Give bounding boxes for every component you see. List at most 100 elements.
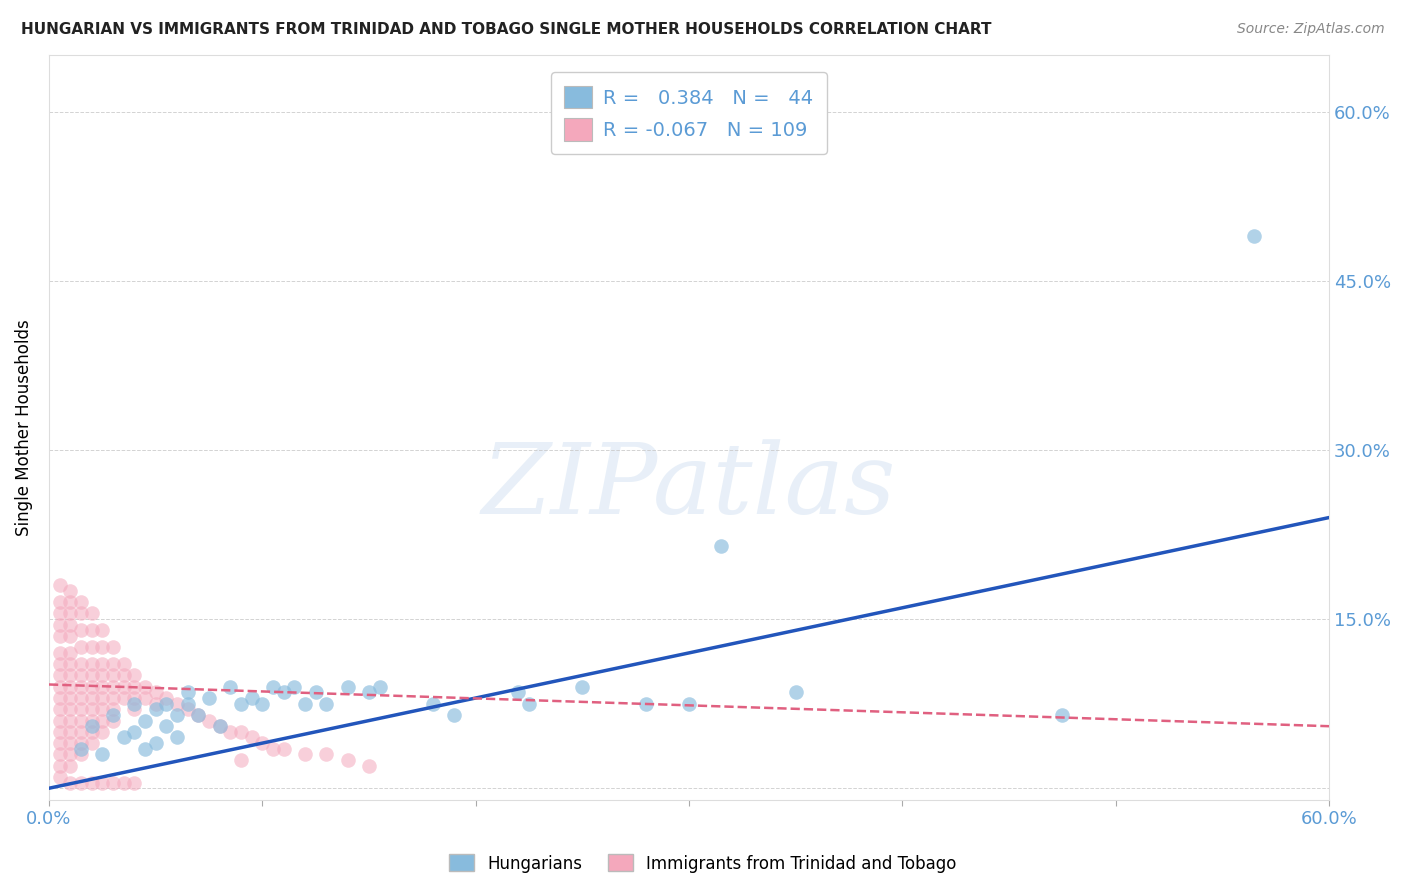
Text: HUNGARIAN VS IMMIGRANTS FROM TRINIDAD AND TOBAGO SINGLE MOTHER HOUSEHOLDS CORREL: HUNGARIAN VS IMMIGRANTS FROM TRINIDAD AN… xyxy=(21,22,991,37)
Point xyxy=(273,685,295,699)
Point xyxy=(710,539,733,553)
Point xyxy=(70,657,93,672)
Point xyxy=(134,680,156,694)
Point xyxy=(145,702,167,716)
Point xyxy=(145,685,167,699)
Point xyxy=(48,691,70,706)
Point xyxy=(101,657,124,672)
Point xyxy=(101,668,124,682)
Point xyxy=(59,775,82,789)
Point xyxy=(80,714,103,728)
Legend: R =   0.384   N =   44, R = -0.067   N = 109: R = 0.384 N = 44, R = -0.067 N = 109 xyxy=(551,72,827,154)
Point xyxy=(198,714,221,728)
Point xyxy=(59,583,82,598)
Point xyxy=(101,691,124,706)
Point xyxy=(59,629,82,643)
Point xyxy=(91,657,114,672)
Point xyxy=(101,714,124,728)
Point xyxy=(101,680,124,694)
Point xyxy=(48,702,70,716)
Point xyxy=(443,707,465,722)
Point xyxy=(262,741,284,756)
Point xyxy=(315,747,337,762)
Point xyxy=(70,741,93,756)
Point xyxy=(80,702,103,716)
Point xyxy=(48,629,70,643)
Point xyxy=(134,691,156,706)
Point xyxy=(70,775,93,789)
Point xyxy=(166,707,188,722)
Point xyxy=(59,617,82,632)
Y-axis label: Single Mother Households: Single Mother Households xyxy=(15,319,32,536)
Point xyxy=(678,697,700,711)
Point xyxy=(336,753,359,767)
Point xyxy=(124,697,146,711)
Point xyxy=(252,697,274,711)
Point xyxy=(517,697,540,711)
Point xyxy=(70,607,93,621)
Point xyxy=(70,680,93,694)
Point xyxy=(70,736,93,750)
Point xyxy=(422,697,444,711)
Point xyxy=(91,702,114,716)
Point xyxy=(208,719,231,733)
Point xyxy=(48,607,70,621)
Point xyxy=(70,595,93,609)
Point xyxy=(636,697,658,711)
Point xyxy=(59,724,82,739)
Point xyxy=(80,724,103,739)
Point xyxy=(176,685,198,699)
Point xyxy=(155,691,177,706)
Point xyxy=(273,741,295,756)
Point xyxy=(101,640,124,655)
Point xyxy=(219,680,242,694)
Point xyxy=(80,668,103,682)
Point xyxy=(91,640,114,655)
Point xyxy=(80,775,103,789)
Point xyxy=(48,646,70,660)
Point xyxy=(48,657,70,672)
Point xyxy=(80,680,103,694)
Point xyxy=(294,747,316,762)
Point xyxy=(48,770,70,784)
Point xyxy=(134,714,156,728)
Point xyxy=(240,691,263,706)
Point xyxy=(124,775,146,789)
Point xyxy=(48,680,70,694)
Point xyxy=(48,736,70,750)
Point xyxy=(80,719,103,733)
Point xyxy=(262,680,284,694)
Point xyxy=(198,691,221,706)
Point xyxy=(70,724,93,739)
Point xyxy=(80,607,103,621)
Point xyxy=(59,668,82,682)
Point xyxy=(101,707,124,722)
Point xyxy=(785,685,807,699)
Point xyxy=(336,680,359,694)
Point xyxy=(70,691,93,706)
Point xyxy=(208,719,231,733)
Point xyxy=(48,595,70,609)
Point xyxy=(155,719,177,733)
Point xyxy=(101,775,124,789)
Point xyxy=(315,697,337,711)
Point xyxy=(91,680,114,694)
Point xyxy=(70,668,93,682)
Point xyxy=(1052,707,1074,722)
Point xyxy=(219,724,242,739)
Point xyxy=(48,714,70,728)
Point xyxy=(91,775,114,789)
Point xyxy=(70,747,93,762)
Point xyxy=(70,714,93,728)
Point xyxy=(357,685,380,699)
Point xyxy=(166,731,188,745)
Point xyxy=(252,736,274,750)
Point xyxy=(357,758,380,772)
Point xyxy=(368,680,391,694)
Point xyxy=(59,595,82,609)
Point xyxy=(229,697,252,711)
Point xyxy=(70,702,93,716)
Point xyxy=(240,731,263,745)
Point xyxy=(229,724,252,739)
Point xyxy=(124,680,146,694)
